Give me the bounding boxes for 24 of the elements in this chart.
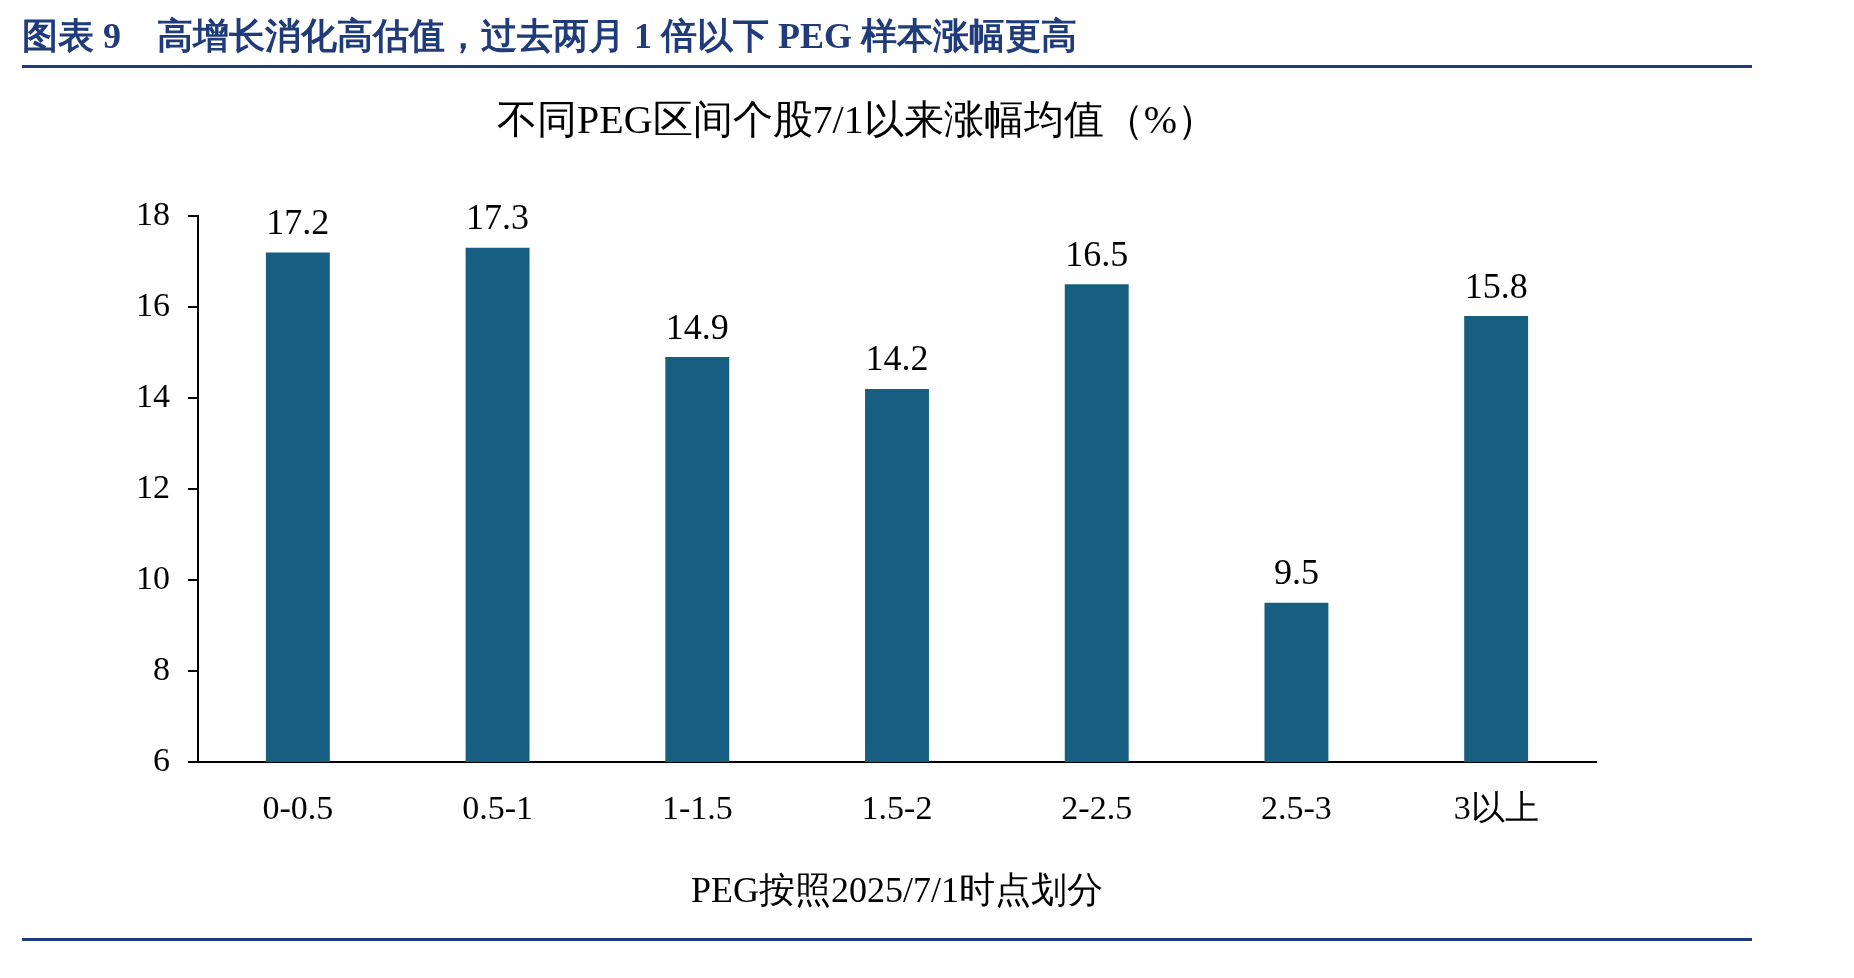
x-tick-label: 0-0.5 [262, 789, 334, 827]
data-label: 17.2 [266, 201, 330, 242]
data-label: 14.2 [865, 338, 929, 379]
y-tick-label: 6 [153, 740, 170, 778]
y-tick-label: 14 [136, 376, 170, 414]
x-tick-label: 3以上 [1453, 789, 1539, 827]
y-tick-label: 12 [136, 467, 170, 505]
x-tick-label: 2.5-3 [1261, 789, 1332, 827]
data-label: 17.3 [466, 197, 530, 238]
data-label: 15.8 [1464, 265, 1528, 306]
chart-subtitle: 不同PEG区间个股7/1以来涨幅均值（%） [497, 96, 1217, 142]
data-label: 9.5 [1273, 552, 1319, 593]
x-tick-label: 1-1.5 [661, 789, 733, 827]
chart-title: 图表 9 高增长消化高估值，过去两月 1 倍以下 PEG 样本涨幅更高 [21, 15, 1078, 58]
x-tick-label: 0.5-1 [462, 789, 533, 827]
data-label: 16.5 [1065, 233, 1129, 274]
y-tick-label: 16 [136, 285, 170, 323]
y-tick-label: 10 [136, 558, 170, 596]
x-tick-label: 1.5-2 [861, 789, 933, 827]
y-tick-label: 18 [136, 194, 170, 232]
y-tick-label: 8 [153, 649, 170, 687]
x-tick-label: 2-2.5 [1061, 789, 1133, 827]
data-label: 14.9 [665, 306, 729, 347]
x-axis-title: PEG按照2025/7/1时点划分 [690, 869, 1104, 910]
